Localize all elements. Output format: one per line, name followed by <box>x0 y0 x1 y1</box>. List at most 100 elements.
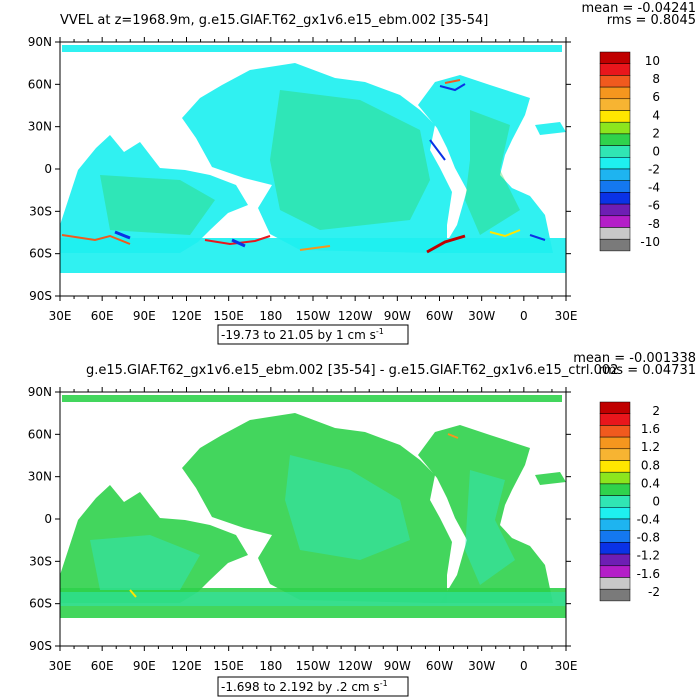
colorbar-label: 1.6 <box>641 422 660 436</box>
x-tick-label: 60E <box>91 659 114 673</box>
colorbar-label: 0 <box>652 494 660 508</box>
colorbar-swatch <box>599 507 631 520</box>
colorbar-swatch <box>599 238 631 252</box>
x-tick-label: 90W <box>384 659 411 673</box>
colorbar-swatch <box>599 542 631 555</box>
y-tick-label: 60N <box>28 427 52 441</box>
panel-bottom: g.e15.GIAF.T62_gx1v6.e15_ebm.002 [35-54]… <box>28 351 696 697</box>
colorbar-label: -1.6 <box>637 567 660 581</box>
colorbar-label: 10 <box>645 54 660 68</box>
indian-overlay <box>90 535 200 590</box>
y-tick-label: 90S <box>29 289 52 303</box>
colorbar-swatch <box>599 471 631 485</box>
x-tick-label: 90W <box>384 309 411 323</box>
x-tick-label: 30W <box>468 309 495 323</box>
panel-top-map <box>60 42 566 296</box>
colorbar-swatch <box>599 553 631 567</box>
x-tick-label: 150W <box>296 309 331 323</box>
extreme-streak <box>529 234 546 241</box>
x-tick-label: 180 <box>259 309 282 323</box>
extreme-streak <box>114 230 131 240</box>
panel-bottom-contour-info: -1.698 to 2.192 by .2 cm s-1 <box>217 676 409 697</box>
colorbar-label: 2 <box>652 126 660 140</box>
indian-ocean <box>60 135 248 253</box>
colorbar-swatch <box>599 460 631 473</box>
panel-top: VVEL at z=1968.9m, g.e15.GIAF.T62_gx1v6.… <box>28 1 696 345</box>
colorbar-label: -6 <box>648 199 660 213</box>
y-tick-label: 0 <box>44 162 52 176</box>
colorbar-label: 8 <box>652 72 660 86</box>
pacific-overlay <box>285 455 410 560</box>
colorbar-swatch <box>599 98 631 111</box>
colorbar-swatch <box>599 565 631 578</box>
colorbar-label: 2 <box>652 404 660 418</box>
colorbar-swatch <box>599 86 631 100</box>
colorbar-swatch <box>599 577 631 590</box>
southern-overlay <box>60 592 566 606</box>
colorbar-label: 6 <box>652 90 660 104</box>
colorbar-label: -10 <box>640 235 660 249</box>
colorbar-label: -0.4 <box>637 513 660 527</box>
panel-bottom-rms: rms = 0.04731 <box>599 363 696 378</box>
panel-top-rms: rms = 0.8045 <box>607 13 696 28</box>
extreme-streak <box>61 234 131 245</box>
mediterranean-sea <box>535 472 566 485</box>
x-tick-label: 30E <box>555 659 578 673</box>
colorbar-swatch <box>599 133 631 146</box>
extreme-streak <box>426 234 466 254</box>
indian-overlay <box>100 175 215 235</box>
x-tick-label: 0 <box>520 659 528 673</box>
mediterranean-sea <box>535 122 566 135</box>
x-tick-label: 30E <box>49 659 72 673</box>
pacific-ocean <box>182 63 452 253</box>
colorbar-swatch <box>599 448 631 461</box>
x-tick-label: 30E <box>49 309 72 323</box>
colorbar-label: 0 <box>652 144 660 158</box>
y-tick-label: 30S <box>29 204 52 218</box>
colorbar-swatch <box>599 192 631 205</box>
colorbar-label: 0.4 <box>641 476 660 490</box>
arctic-ocean <box>62 395 562 402</box>
panel-top-overlay <box>100 90 520 235</box>
colorbar-swatch <box>599 75 631 88</box>
x-tick-label: 150E <box>213 309 244 323</box>
colorbar-label: -2 <box>648 163 660 177</box>
colorbar-swatch <box>599 227 631 240</box>
extreme-streak <box>439 83 466 92</box>
colorbar-label: -1.2 <box>637 549 660 563</box>
panel-top-mean: mean = -0.04241 <box>582 1 696 16</box>
extreme-streak <box>231 238 246 248</box>
y-tick-label: 60S <box>29 597 52 611</box>
x-tick-label: 120W <box>338 309 373 323</box>
arctic-ocean <box>62 45 562 52</box>
x-tick-label: 30W <box>468 659 495 673</box>
colorbar-swatch <box>599 168 631 181</box>
y-tick-label: 30S <box>29 554 52 568</box>
colorbar-label: 0.8 <box>641 458 660 472</box>
colorbar-label: -2 <box>648 585 660 599</box>
x-tick-label: 120W <box>338 659 373 673</box>
panel-bottom-contour-info-box <box>217 676 409 697</box>
y-tick-label: 30N <box>28 120 52 134</box>
colorbar-swatch <box>599 145 631 158</box>
y-tick-label: 90N <box>28 385 52 399</box>
panel-bottom-contour-info-text: -1.698 to 2.192 by .2 cm s-1 <box>221 679 388 694</box>
colorbar-label: -0.8 <box>637 531 660 545</box>
colorbar-swatch <box>599 203 631 217</box>
panel-bottom-overlay <box>60 455 566 606</box>
colorbar-swatch <box>599 63 631 76</box>
extreme-streak <box>299 245 331 251</box>
y-tick-label: 60S <box>29 247 52 261</box>
panel-top-contour-info-box <box>217 324 409 345</box>
y-tick-label: 30N <box>28 470 52 484</box>
panel-bottom-mean: mean = -0.001338 <box>573 351 696 366</box>
colorbar-swatch <box>599 110 631 123</box>
y-tick-label: 0 <box>44 512 52 526</box>
x-tick-label: 60W <box>426 309 453 323</box>
colorbar-swatch <box>599 483 631 496</box>
y-tick-label: 90S <box>29 639 52 653</box>
x-tick-label: 30E <box>555 309 578 323</box>
extreme-streak <box>444 79 461 84</box>
colorbar-swatch <box>599 588 631 602</box>
